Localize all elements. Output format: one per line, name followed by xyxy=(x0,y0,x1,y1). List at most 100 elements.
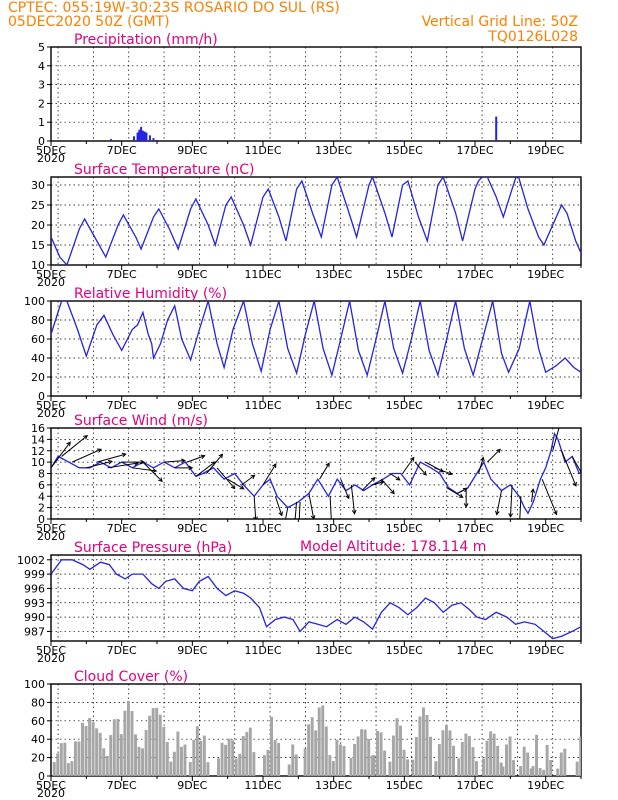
cloud-cover-bar xyxy=(448,730,452,776)
cloud-cover-bar xyxy=(73,741,77,776)
panel-title: Surface Temperature (nC) xyxy=(74,162,255,178)
wind-arrow xyxy=(216,467,236,490)
cloud-cover-bar xyxy=(583,765,586,776)
cloud-cover-bar xyxy=(414,737,418,776)
cloud-cover-bar xyxy=(188,762,192,776)
panel-6: 0 20 40 60 80 100 5DEC 7DEC 9DEC 11DEC 13DEC 15DEC 1… xyxy=(24,669,586,800)
x-tick-label: 13DEC xyxy=(315,522,352,535)
cloud-cover-bar xyxy=(549,759,553,776)
y-tick-label: 987 xyxy=(24,625,45,638)
cloud-cover-bar xyxy=(538,767,542,776)
wind-arrow xyxy=(495,490,502,516)
y-tick-label: 60 xyxy=(31,333,45,346)
y-tick-label: 80 xyxy=(31,696,45,709)
wind-arrow xyxy=(86,459,113,469)
cloud-cover-bar xyxy=(66,763,70,776)
wind-arrow xyxy=(142,461,163,483)
cloud-cover-bar xyxy=(141,748,145,776)
cloud-cover-bar xyxy=(248,727,252,776)
precip-bar xyxy=(141,130,144,141)
cloud-cover-bar xyxy=(148,715,152,776)
x-tick-label: 17DEC xyxy=(456,268,493,281)
cloud-cover-bar xyxy=(134,734,137,776)
x-tick-label: 15DEC xyxy=(386,644,423,657)
cloud-cover-bar xyxy=(367,739,371,776)
y-tick-label: 990 xyxy=(24,611,45,624)
x-tick-label: 13DEC xyxy=(315,779,352,792)
cloud-cover-bar xyxy=(263,755,266,776)
y-tick-label: 14 xyxy=(31,433,45,446)
cloud-cover-bar xyxy=(56,753,60,776)
wind-arrow xyxy=(600,457,611,468)
cloud-cover-bar xyxy=(195,726,199,776)
cloud-cover-bar xyxy=(460,741,464,776)
y-tick-label: 0 xyxy=(38,770,45,783)
y-tick-label: 0 xyxy=(38,390,45,403)
cloud-cover-bar xyxy=(452,745,455,776)
cloud-cover-bar xyxy=(155,707,159,776)
cloud-cover-bar xyxy=(505,744,508,776)
cloud-cover-bar xyxy=(372,755,376,776)
x-tick-label: 5DEC xyxy=(36,779,66,792)
wind-arrow xyxy=(402,456,415,474)
precip-bar xyxy=(145,132,148,141)
cloud-cover-bar xyxy=(418,716,422,776)
cloud-cover-bar xyxy=(137,746,141,776)
cloud-cover-bar xyxy=(376,730,379,776)
panel-title: Cloud Cover (%) xyxy=(74,669,188,685)
wind-arrow xyxy=(389,473,401,481)
y-tick-label: 6 xyxy=(38,479,45,492)
wind-arrow xyxy=(51,441,71,469)
x-tick-label: 13DEC xyxy=(315,268,352,281)
cloud-cover-bar xyxy=(328,755,332,776)
cloud-cover-bar xyxy=(245,731,249,776)
cloud-cover-bar xyxy=(81,722,84,776)
x-tick-label: 17DEC xyxy=(456,399,493,412)
panel-frame xyxy=(50,554,582,642)
year-label: 2020 xyxy=(37,530,65,543)
x-tick-label: 11DEC xyxy=(244,399,281,412)
cloud-cover-bar xyxy=(88,718,92,776)
panel-2: 10 15 20 25 30 5DEC 7DEC 9DEC 11DEC 13DEC 15DEC 17D… xyxy=(31,162,582,289)
wind-arrow xyxy=(561,450,577,487)
year-label: 2020 xyxy=(37,652,65,665)
x-tick-label: 9DEC xyxy=(177,144,207,157)
wind-arrow xyxy=(478,456,485,474)
cloud-cover-bar xyxy=(402,749,406,776)
header-grid-line: Vertical Grid Line: 50Z xyxy=(422,14,578,30)
cloud-cover-bar xyxy=(266,749,270,776)
y-tick-label: 3 xyxy=(38,79,45,92)
x-tick-label: 19DEC xyxy=(527,268,564,281)
cloud-cover-bar xyxy=(314,730,318,776)
cloud-cover-bar xyxy=(95,728,99,776)
wind-arrow xyxy=(350,484,357,515)
wind-arrow xyxy=(340,478,350,500)
cloud-cover-bar xyxy=(294,754,298,776)
precip-bar xyxy=(143,131,146,141)
cloud-cover-bar xyxy=(307,724,311,776)
x-tick-label: 5DEC xyxy=(36,268,66,281)
panel-frame xyxy=(50,46,582,142)
cloud-cover-bar xyxy=(102,748,106,776)
precip-bar xyxy=(399,140,402,141)
wind-arrow xyxy=(329,496,332,519)
y-tick-label: 12 xyxy=(31,445,45,458)
x-tick-label: 9DEC xyxy=(177,644,207,657)
wind-arrow xyxy=(580,472,581,474)
cloud-cover-bar xyxy=(579,736,581,776)
cloud-cover-bar xyxy=(499,762,503,776)
panel-title: Relative Humidity (%) xyxy=(74,286,227,302)
cloud-cover-bar xyxy=(434,761,438,776)
cloud-cover-bar xyxy=(227,738,231,776)
y-tick-label: 996 xyxy=(24,582,45,595)
cloud-cover-bar xyxy=(277,742,281,776)
cloud-cover-bar xyxy=(383,750,387,776)
cloud-cover-bar xyxy=(224,744,228,776)
cloud-cover-bar xyxy=(126,700,130,776)
wind-arrow xyxy=(121,459,146,465)
cloud-cover-bar xyxy=(388,761,392,776)
y-tick-label: 0 xyxy=(38,513,45,526)
cloud-cover-bar xyxy=(109,735,113,776)
